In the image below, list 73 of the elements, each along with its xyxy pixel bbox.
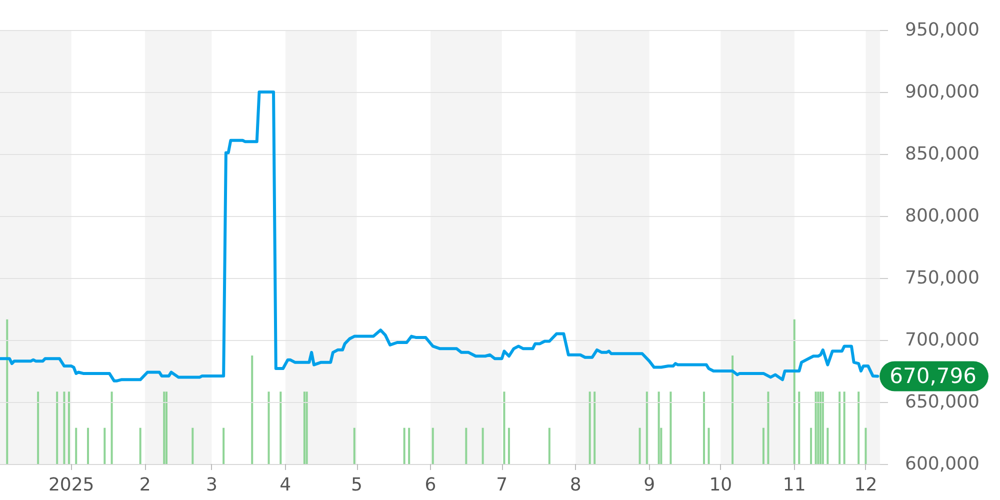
x-tick-label: 11 — [782, 474, 806, 496]
bar — [408, 428, 410, 464]
bar — [732, 356, 734, 464]
x-tick-label: 9 — [644, 474, 656, 496]
y-tick-label: 750,000 — [905, 268, 980, 288]
bar — [306, 392, 308, 464]
bar — [56, 392, 58, 464]
bar — [762, 428, 764, 464]
bar — [703, 392, 705, 464]
bar — [87, 428, 89, 464]
x-tick-label: 8 — [570, 474, 582, 496]
bar — [465, 428, 468, 464]
x-tick-label: 4 — [280, 474, 292, 496]
bar — [822, 392, 824, 464]
bar — [104, 428, 106, 464]
bar — [432, 428, 434, 464]
x-tick-label: 5 — [351, 474, 362, 496]
bar — [268, 392, 270, 464]
y-tick-label: 600,000 — [905, 454, 980, 474]
bar — [658, 392, 660, 464]
y-tick-label: 850,000 — [905, 144, 980, 164]
bar — [68, 392, 70, 464]
x-tick-label: 2025 — [48, 474, 94, 496]
bar — [638, 428, 641, 464]
y-tick-label: 950,000 — [905, 20, 980, 40]
y-tick-label: 800,000 — [905, 206, 980, 226]
bar — [864, 428, 867, 464]
x-tick-label: 7 — [496, 474, 508, 496]
y-tick-label: 900,000 — [905, 82, 980, 102]
x-tick-label: 6 — [424, 474, 436, 496]
bar — [482, 428, 484, 464]
bar — [6, 319, 8, 464]
bar — [251, 356, 254, 464]
bar — [503, 392, 506, 464]
bar — [353, 428, 356, 464]
bar — [37, 392, 40, 464]
bar — [588, 392, 591, 464]
bar — [75, 428, 78, 464]
bar — [767, 392, 770, 464]
bar — [670, 392, 672, 464]
bar — [826, 428, 829, 464]
bar — [838, 392, 841, 464]
bar — [810, 428, 812, 464]
bar — [817, 392, 820, 464]
bar — [793, 319, 796, 464]
bar — [508, 428, 510, 464]
bar — [646, 392, 648, 464]
bar — [303, 392, 306, 464]
bar — [843, 392, 846, 464]
bar — [594, 392, 596, 464]
y-tick-label: 650,000 — [905, 392, 980, 412]
bar — [192, 428, 194, 464]
bar — [280, 392, 282, 464]
bar — [63, 392, 66, 464]
bar — [548, 428, 550, 464]
bar — [858, 392, 860, 464]
bar — [798, 392, 800, 464]
bar — [403, 428, 406, 464]
bar — [165, 392, 168, 464]
bar — [139, 428, 142, 464]
bar — [814, 392, 817, 464]
y-tick-label: 700,000 — [905, 330, 980, 350]
bar — [163, 392, 166, 464]
x-tick-label: 12 — [854, 474, 878, 496]
bar — [222, 428, 225, 464]
bar — [820, 392, 822, 464]
bar — [110, 392, 113, 464]
x-tick-label: 2 — [139, 474, 151, 496]
x-tick-label: 10 — [709, 474, 732, 496]
x-tick-label: 3 — [206, 474, 218, 496]
line-series — [0, 90, 880, 382]
bar — [708, 428, 710, 464]
annotation: 670,796 — [890, 364, 976, 388]
